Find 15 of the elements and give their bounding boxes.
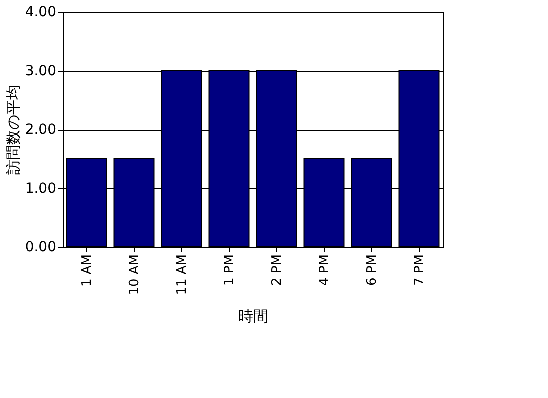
x-tick-label: 11 AM <box>174 254 190 296</box>
x-tick-label: 4 PM <box>317 254 332 286</box>
y-tick-label: 4.00 <box>25 4 56 20</box>
y-tick-label: 0.00 <box>25 240 56 256</box>
y-tick-label: 1.00 <box>25 180 56 197</box>
y-axis-title: 訪問数の平均 <box>4 85 22 175</box>
x-tick-label: 1 AM <box>80 254 95 288</box>
x-tick-label: 6 PM <box>364 254 380 286</box>
y-tick-label: 2.00 <box>25 122 56 138</box>
y-tick-label: 3.00 <box>25 63 56 80</box>
x-tick-label: 1 PM <box>222 254 238 286</box>
x-axis-title: 時間 <box>238 307 268 326</box>
x-tick-label: 7 PM <box>412 254 428 286</box>
x-tick-label: 10 AM <box>127 254 142 296</box>
x-tick-label: 2 PM <box>270 254 285 286</box>
